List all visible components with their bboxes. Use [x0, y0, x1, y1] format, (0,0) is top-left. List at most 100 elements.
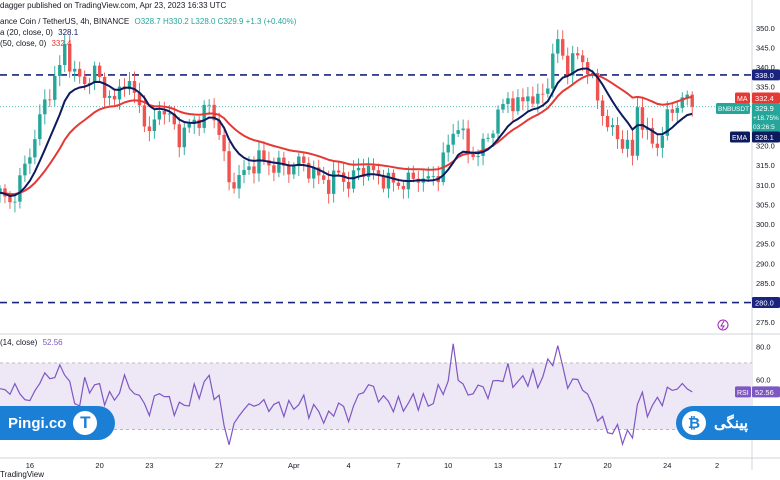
candle-body — [680, 97, 684, 108]
candle-body — [317, 167, 321, 176]
candle-body — [630, 139, 635, 156]
candle-body — [92, 65, 97, 84]
countdown-label: 03:26:5 — [753, 124, 775, 131]
pingi-badge[interactable]: Pingi.co T — [0, 406, 115, 440]
candle-body — [336, 170, 341, 173]
price-tick-label: 295.0 — [756, 240, 775, 249]
price-tick-label: 300.0 — [756, 220, 775, 229]
candle-body — [476, 155, 480, 157]
ma-tag: MA — [737, 96, 748, 103]
candle-body — [322, 175, 326, 180]
symbol-info: ance Coin / TetherUS, 4h, BINANCE O328.7… — [0, 17, 296, 26]
time-tick-label: 20 — [95, 461, 103, 470]
candle-body — [237, 175, 241, 189]
time-tick-label: 4 — [347, 461, 351, 470]
candle-body — [177, 124, 181, 148]
candle-body — [566, 55, 570, 76]
symbol-tag-bg — [716, 103, 750, 114]
candle-body — [97, 65, 102, 77]
rsi-price-label: 52.56 — [755, 388, 774, 397]
ema-legend[interactable]: a (20, close, 0) 328.1 — [0, 28, 78, 37]
candle-body — [595, 73, 600, 101]
candle-body — [162, 111, 167, 115]
candle-body — [38, 114, 42, 140]
candle-body — [551, 53, 555, 89]
candle-body — [331, 170, 336, 194]
rsi-tag: RSI — [737, 390, 749, 397]
candle-body — [8, 196, 12, 203]
time-tick-label: 23 — [145, 461, 153, 470]
candle-body — [511, 98, 515, 112]
candle-body — [366, 165, 371, 177]
ema-price-label: 328.1 — [755, 133, 774, 142]
ema-legend-label: a (20, close, 0) — [0, 28, 53, 37]
candle-body — [227, 151, 231, 183]
price-tick-label: 335.0 — [756, 83, 775, 92]
candle-body — [53, 75, 57, 100]
candle-body — [466, 128, 470, 155]
candle-body — [401, 185, 406, 190]
price-tick-label: 285.0 — [756, 279, 775, 288]
candle-body — [292, 166, 296, 175]
candle-body — [376, 170, 381, 176]
time-tick-label: 2 — [715, 461, 719, 470]
candle-body — [18, 175, 22, 202]
rsi-legend-label: (14, close) — [0, 338, 38, 347]
ma-price-label: 332.4 — [755, 94, 774, 103]
candle-body — [68, 43, 72, 72]
candle-body — [526, 96, 530, 102]
ema-legend-value: 328.1 — [58, 28, 79, 37]
tether-icon: T — [73, 411, 98, 435]
candle-body — [152, 119, 157, 132]
candle-body — [222, 134, 226, 152]
candle-body — [496, 109, 500, 134]
candle-body — [232, 182, 236, 189]
price-tick-label: 345.0 — [756, 43, 775, 52]
rsi-legend[interactable]: (14, close) 52.56 — [0, 338, 63, 347]
candle-body — [516, 97, 520, 112]
candle-body — [361, 167, 366, 177]
candle-body — [112, 95, 117, 100]
pingi-fa-badge[interactable]: ₿ پینگی — [676, 406, 780, 440]
candle-body — [147, 126, 152, 132]
ema-tag: EMA — [732, 135, 748, 142]
pingi-badge-text: Pingi.co — [8, 414, 67, 432]
candle-body — [481, 138, 485, 156]
resistance-price-label-bg — [752, 69, 780, 81]
candle-body — [127, 81, 132, 90]
candle-body — [102, 76, 107, 98]
rsi-tick-label: 80.0 — [756, 342, 771, 351]
candle-body — [670, 109, 674, 113]
candle-body — [77, 68, 82, 77]
candle-body — [590, 73, 595, 75]
candle-body — [252, 166, 256, 174]
rsi-tag-bg — [735, 386, 751, 398]
ma-legend[interactable]: (50, close, 0) 332.4 — [0, 39, 72, 48]
price-tick-label: 290.0 — [756, 259, 775, 268]
candle-body — [536, 93, 540, 104]
rsi-tick-label: 60.0 — [756, 376, 771, 385]
candle-body — [192, 119, 196, 124]
time-tick-label: 7 — [396, 461, 400, 470]
price-tick-label: 305.0 — [756, 200, 775, 209]
candle-body — [561, 39, 565, 56]
price-tick-label: 340.0 — [756, 63, 775, 72]
lightning-icon — [717, 319, 729, 331]
candle-body — [556, 39, 560, 54]
candle-body — [541, 93, 545, 95]
candle-body — [506, 98, 510, 104]
ema-price-label-bg — [752, 131, 780, 143]
time-tick-label: 24 — [663, 461, 671, 470]
candle-body — [371, 165, 376, 171]
candle-body — [82, 76, 87, 85]
candle-body — [396, 182, 401, 186]
candle-body — [620, 139, 625, 149]
candle-body — [302, 156, 306, 163]
candle-body — [660, 135, 665, 148]
candle-body — [675, 107, 679, 113]
last-price-label: 329.9 — [755, 104, 774, 113]
candle-body — [501, 103, 505, 110]
candle-body — [685, 94, 689, 98]
candle-body — [386, 172, 391, 189]
